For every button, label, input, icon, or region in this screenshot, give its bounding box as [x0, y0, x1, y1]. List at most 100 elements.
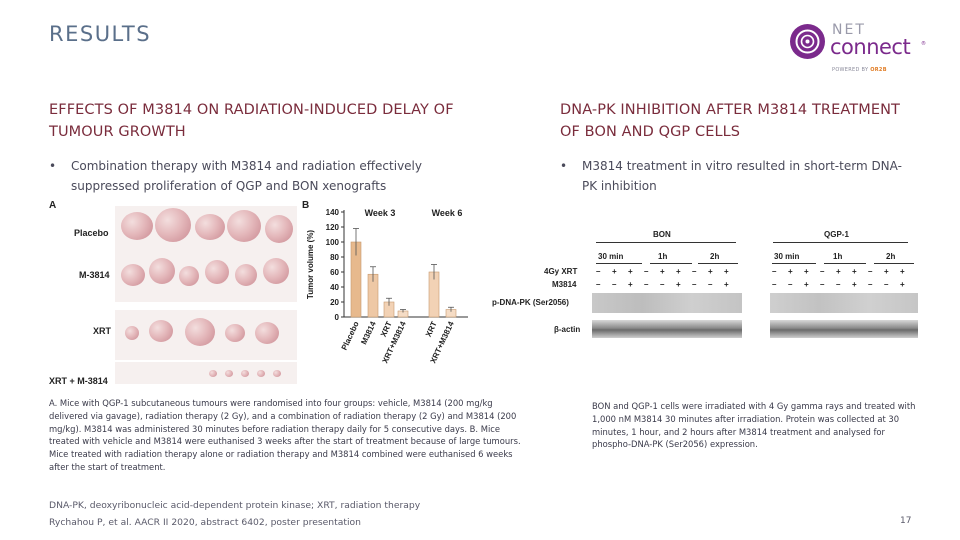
tumour — [273, 370, 281, 377]
logo-powered-by: POWERED BY OR2B — [832, 67, 887, 73]
bullet-dot: • — [560, 159, 568, 173]
y-tick-label: 40 — [330, 283, 339, 292]
wb-sign-m3814: – — [660, 280, 665, 289]
wb-bracket-bon — [596, 242, 736, 243]
wb-sign-m3814: – — [692, 280, 697, 289]
wb-sign-m3814: – — [772, 280, 777, 289]
x-tick-label: M3814 — [359, 320, 378, 346]
tumour-photo-m3814 — [115, 252, 297, 302]
wb-sign-xrt: + — [676, 267, 681, 276]
x-tick-label: XRT — [424, 320, 439, 338]
tumour — [227, 210, 261, 242]
right-bullet-text: M3814 treatment in vitro resulted in sho… — [582, 159, 902, 193]
logo-net-text: NET — [832, 22, 866, 38]
wb-sign-xrt: – — [596, 267, 601, 276]
wb-sign-m3814: + — [676, 280, 681, 289]
wb-sign-m3814: – — [612, 280, 617, 289]
tumour — [257, 370, 265, 377]
netconnect-logo: NET connect ® POWERED BY OR2B — [790, 22, 926, 78]
tumour — [155, 208, 191, 242]
tumour — [125, 326, 139, 340]
wb-band-label-actin: β-actin — [554, 325, 581, 334]
wb-sign-xrt: – — [820, 267, 825, 276]
wb-sign-m3814: – — [820, 280, 825, 289]
x-tick-label: Placebo — [340, 320, 361, 352]
wb-sign-xrt: – — [772, 267, 777, 276]
group-label-week-6: Week 6 — [432, 208, 463, 218]
wb-underline — [824, 263, 866, 264]
tumour-photo-placebo — [115, 206, 297, 256]
row-label-xrt: XRT — [93, 326, 111, 336]
wb-sign-xrt: + — [612, 267, 617, 276]
wb-sign-xrt: + — [836, 267, 841, 276]
wb-sign-m3814: + — [724, 280, 729, 289]
row-label-m3814: M-3814 — [79, 270, 110, 280]
y-axis-label: Tumor volume (%) — [306, 230, 315, 300]
tumour — [121, 264, 145, 286]
wb-sign-xrt: + — [900, 267, 905, 276]
wb-underline — [874, 263, 914, 264]
wb-band-label-pdnapk: p-DNA-PK (Ser2056) — [492, 298, 569, 307]
wb-sign-m3814: – — [788, 280, 793, 289]
wb-underline — [772, 263, 816, 264]
tumour — [241, 370, 249, 377]
wb-cell-line-qgp1: QGP-1 — [824, 230, 849, 239]
wb-sign-xrt: + — [628, 267, 633, 276]
bullet-dot: • — [49, 159, 57, 173]
wb-sign-m3814: + — [852, 280, 857, 289]
wb-cell-line-bon: BON — [653, 230, 671, 239]
wb-sign-m3814: – — [708, 280, 713, 289]
tumour — [149, 320, 173, 342]
y-tick-label: 100 — [326, 238, 340, 247]
wb-sign-xrt: + — [724, 267, 729, 276]
tumour — [255, 322, 279, 344]
wb-sign-m3814: – — [868, 280, 873, 289]
wb-sign-m3814: – — [644, 280, 649, 289]
y-tick-label: 20 — [330, 298, 339, 307]
left-heading: EFFECTS OF M3814 ON RADIATION-INDUCED DE… — [49, 102, 454, 140]
right-heading: DNA-PK INHIBITION AFTER M3814 TREATMENT … — [560, 102, 900, 140]
tumour — [235, 264, 257, 286]
western-blot-figure: BON QGP-1 30 min 1h 2h 30 min 1h 2h 4Gy … — [488, 226, 928, 376]
wb-underline — [596, 263, 642, 264]
wb-time-qgp-1h: 1h — [833, 252, 843, 261]
footnote: DNA-PK, deoxyribonucleic acid-dependent … — [49, 497, 420, 531]
footnote-abbreviations: DNA-PK, deoxyribonucleic acid-dependent … — [49, 500, 421, 511]
y-tick-label: 0 — [335, 313, 340, 322]
wb-sign-xrt: + — [804, 267, 809, 276]
wb-sign-xrt: – — [868, 267, 873, 276]
wb-sign-m3814: + — [900, 280, 905, 289]
wb-sign-xrt: + — [884, 267, 889, 276]
wb-underline — [650, 263, 692, 264]
wb-time-bon-30min: 30 min — [598, 252, 624, 261]
wb-row-m3814: M3814 — [552, 280, 577, 289]
wb-time-qgp-30min: 30 min — [774, 252, 800, 261]
row-label-xrt-m3814: XRT + M-3814 — [49, 376, 108, 386]
wb-bracket-qgp1 — [773, 242, 908, 243]
wb-sign-xrt: + — [852, 267, 857, 276]
slide-title: RESULTS — [49, 22, 152, 46]
wb-band-actin-qgp1 — [770, 320, 918, 338]
wb-band-pdnapk-bon — [592, 293, 742, 313]
wb-underline — [698, 263, 738, 264]
tumour — [149, 258, 175, 284]
wb-sign-xrt: + — [788, 267, 793, 276]
tumour — [263, 258, 289, 284]
panel-a-label: A — [49, 200, 57, 211]
wb-sign-m3814: – — [596, 280, 601, 289]
wb-sign-xrt: – — [644, 267, 649, 276]
tumour — [179, 266, 199, 286]
tumour — [185, 318, 215, 346]
wb-time-bon-1h: 1h — [658, 252, 668, 261]
left-bullet-text: Combination therapy with M3814 and radia… — [71, 159, 422, 193]
left-caption: A. Mice with QGP-1 subcutaneous tumours … — [49, 398, 521, 472]
row-label-placebo: Placebo — [74, 228, 109, 238]
page-number: 17 — [900, 516, 912, 526]
y-tick-label: 80 — [330, 253, 339, 262]
wb-sign-m3814: – — [884, 280, 889, 289]
logo-trademark: ® — [921, 41, 926, 47]
tumour-photo-xrt — [115, 310, 297, 360]
wb-band-actin-bon — [592, 320, 742, 338]
panel-b-label: B — [302, 200, 310, 211]
wb-row-xrt: 4Gy XRT — [544, 267, 578, 276]
